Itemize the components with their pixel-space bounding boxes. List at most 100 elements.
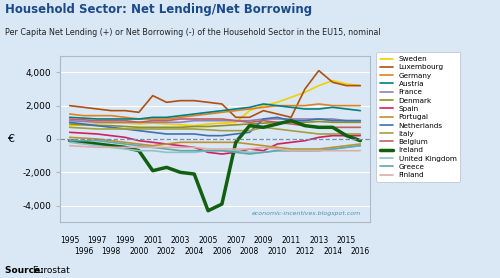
Ireland	[205, 209, 211, 212]
Ireland	[246, 124, 252, 127]
Italy	[122, 127, 128, 131]
Belgium	[274, 121, 280, 124]
France	[302, 117, 308, 121]
Text: 2016: 2016	[350, 247, 370, 256]
Netherlands	[302, 119, 308, 122]
Finland	[316, 149, 322, 152]
Belgium	[191, 117, 197, 121]
Germany	[136, 117, 142, 121]
Belgium	[330, 126, 336, 129]
United Kingdom	[358, 144, 364, 147]
Denmark	[94, 124, 100, 127]
Netherlands	[178, 132, 184, 136]
Belgium	[246, 121, 252, 124]
Ireland	[178, 171, 184, 174]
Portugal	[108, 139, 114, 142]
Austria	[66, 116, 72, 119]
Sweden	[246, 109, 252, 112]
Portugal	[122, 141, 128, 144]
Finland	[344, 149, 349, 152]
Ireland	[316, 126, 322, 129]
Luxembourg	[108, 109, 114, 112]
Spain	[136, 139, 142, 142]
Luxembourg	[164, 101, 170, 104]
France	[316, 117, 322, 121]
Sweden	[205, 122, 211, 126]
Text: 2015: 2015	[337, 236, 356, 245]
Netherlands	[191, 132, 197, 136]
Text: 2000: 2000	[129, 247, 148, 256]
Spain	[330, 134, 336, 137]
United Kingdom	[205, 149, 211, 152]
Greece	[66, 139, 72, 142]
Sweden	[178, 123, 184, 126]
Austria	[94, 117, 100, 121]
Sweden	[330, 79, 336, 82]
Line: Greece: Greece	[70, 141, 360, 154]
Spain	[344, 134, 349, 137]
Portugal	[260, 144, 266, 147]
France	[219, 119, 225, 122]
Belgium	[66, 117, 72, 121]
Spain	[150, 141, 156, 144]
Portugal	[288, 147, 294, 151]
Italy	[205, 128, 211, 131]
Portugal	[94, 137, 100, 141]
France	[260, 117, 266, 121]
Belgium	[316, 126, 322, 129]
Ireland	[219, 202, 225, 206]
Line: Belgium: Belgium	[70, 119, 360, 127]
Italy	[191, 127, 197, 131]
Greece	[108, 141, 114, 144]
Netherlands	[316, 117, 322, 121]
Finland	[108, 146, 114, 149]
Ireland	[233, 141, 239, 144]
Sweden	[302, 91, 308, 94]
Netherlands	[246, 131, 252, 134]
Greece	[344, 146, 349, 149]
Greece	[219, 149, 225, 152]
Germany	[288, 104, 294, 107]
Text: Eurostat: Eurostat	[32, 266, 70, 275]
France	[344, 119, 349, 122]
Austria	[122, 117, 128, 121]
Sweden	[274, 101, 280, 104]
Line: Germany: Germany	[70, 104, 360, 119]
Italy	[302, 131, 308, 134]
Portugal	[219, 141, 225, 144]
Text: Household Sector: Net Lending/Net Borrowing: Household Sector: Net Lending/Net Borrow…	[5, 3, 312, 16]
United Kingdom	[260, 151, 266, 154]
United Kingdom	[233, 149, 239, 152]
Germany	[330, 104, 336, 107]
Luxembourg	[80, 106, 86, 109]
Ireland	[260, 126, 266, 129]
Austria	[164, 116, 170, 119]
Text: Per Capita Net Lending (+) or Net Borrowing (-) of the Household Sector in the E: Per Capita Net Lending (+) or Net Borrow…	[5, 28, 380, 37]
Greece	[330, 147, 336, 151]
Finland	[246, 147, 252, 151]
Greece	[302, 149, 308, 152]
Finland	[122, 146, 128, 149]
Y-axis label: €: €	[8, 134, 14, 144]
Germany	[358, 104, 364, 107]
Italy	[260, 126, 266, 129]
Belgium	[233, 119, 239, 122]
Germany	[150, 117, 156, 121]
Denmark	[205, 125, 211, 128]
Netherlands	[80, 122, 86, 126]
Belgium	[358, 126, 364, 129]
Italy	[164, 127, 170, 131]
Greece	[191, 149, 197, 152]
Greece	[274, 149, 280, 152]
Sweden	[233, 121, 239, 124]
Spain	[108, 134, 114, 137]
Spain	[80, 131, 86, 135]
Austria	[316, 107, 322, 111]
Spain	[246, 147, 252, 151]
Spain	[316, 136, 322, 139]
Denmark	[358, 121, 364, 124]
Portugal	[302, 147, 308, 151]
Greece	[260, 151, 266, 154]
Austria	[150, 116, 156, 119]
Greece	[178, 149, 184, 152]
